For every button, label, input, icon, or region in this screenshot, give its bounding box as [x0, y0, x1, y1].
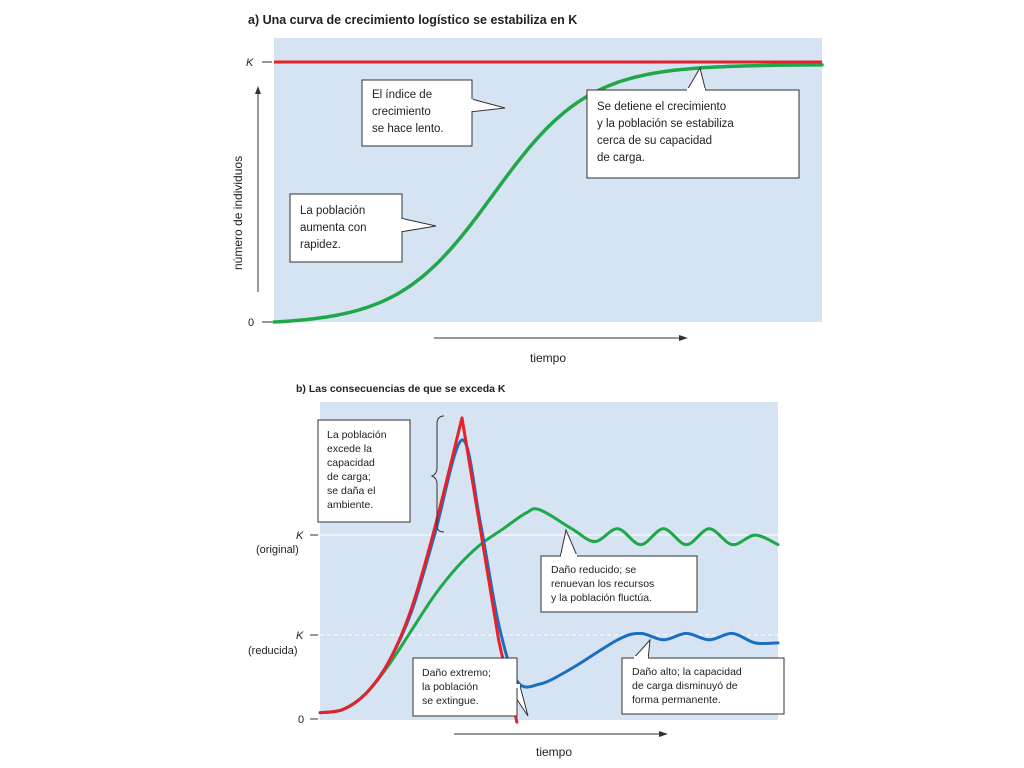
- annotation-pointer-mask: [508, 684, 520, 688]
- chart-b-ytick-k-reduced: K: [296, 630, 304, 642]
- chart-a-ylabel: número de individuos: [231, 156, 245, 270]
- annotation-line: La población: [300, 205, 365, 217]
- chart-a-ytick-0: 0: [248, 317, 254, 329]
- annotation-line: de carga.: [597, 152, 645, 164]
- chart-b-ytick-k-reduced-sub: (reducida): [248, 645, 298, 657]
- chart-b-x-arrowhead: [659, 731, 668, 737]
- annotation-line: forma permanente.: [632, 694, 721, 706]
- annotation-line: Daño extremo;: [422, 667, 491, 679]
- annotation-line: Daño alto; la capacidad: [632, 666, 742, 678]
- annotation-pointer-mask: [469, 99, 473, 111]
- annotation-line: aumenta con: [300, 222, 367, 234]
- annotation-line: renuevan los recursos: [551, 578, 654, 590]
- annotation-line: se extingue.: [422, 695, 479, 707]
- chart-b-ytick-k-original: K: [296, 530, 304, 542]
- annotation-line: y la población fluctúa.: [551, 592, 652, 604]
- annotation-extreme-damage: Daño extremo; la población se extingue.: [412, 657, 529, 717]
- series-logistic-line: [272, 63, 824, 324]
- annotation-stabilize: Se detiene el crecimiento y la población…: [586, 66, 800, 179]
- annotation-line: ambiente.: [327, 499, 373, 511]
- chart-b-title: b) Las consecuencias de que se exceda K: [296, 383, 506, 395]
- annotation-line: rapidez.: [300, 239, 341, 251]
- chart-b-xlabel: tiempo: [536, 745, 572, 759]
- annotation-line: La población: [327, 429, 387, 441]
- chart-a-title: a) Una curva de crecimiento logístico se…: [248, 13, 577, 27]
- annotation-line: de carga disminuyó de: [632, 680, 738, 692]
- annotation-line: crecimiento: [372, 106, 431, 118]
- series-reduced-line: [318, 507, 780, 715]
- annotation-line: cerca de su capacidad: [597, 135, 712, 147]
- annotation-reduced-damage: Daño reducido; se renuevan los recursos …: [540, 528, 698, 613]
- bracket: [430, 415, 445, 533]
- annotation-box: [586, 89, 800, 179]
- annotation-line: capacidad: [327, 457, 375, 469]
- annotation-box: [361, 79, 473, 147]
- annotation-line: El índice de: [372, 89, 432, 101]
- chart-a-y-arrowhead: [255, 86, 261, 94]
- chart-b-ytick-k-original-sub: (original): [256, 544, 299, 556]
- annotation-box: [621, 657, 785, 715]
- annotation-box: [540, 555, 698, 613]
- annotation-line: Daño reducido; se: [551, 564, 636, 576]
- annotation-line: y la población se estabiliza: [597, 118, 734, 130]
- annotation-line: se hace lento.: [372, 123, 444, 135]
- annotation-box: [412, 657, 518, 717]
- annotation-fast-growth: La población aumenta con rapidez.: [289, 193, 437, 263]
- chart-a-plot-area: [274, 38, 822, 322]
- annotation-pointer-mask: [687, 88, 705, 92]
- chart-b-ytick-0: 0: [298, 714, 304, 726]
- annotation-line: se daña el: [327, 485, 375, 497]
- annotation-line: de carga;: [327, 471, 371, 483]
- chart-a-ytick-k: K: [246, 57, 254, 69]
- annotation-high-damage: Daño alto; la capacidad de carga disminu…: [621, 638, 785, 715]
- annotation-box: [317, 419, 411, 523]
- annotation-pointer-mask: [634, 656, 648, 660]
- annotation-line: la población: [422, 681, 478, 693]
- annotation-pointer-mask: [398, 219, 404, 231]
- annotation-line: excede la: [327, 443, 372, 455]
- annotation-slowdown: El índice de crecimiento se hace lento.: [361, 79, 506, 147]
- series-extreme-line: [318, 416, 519, 724]
- annotation-line: Se detiene el crecimiento: [597, 101, 726, 113]
- chart-a-xlabel: tiempo: [530, 351, 566, 365]
- annotation-box: [289, 193, 403, 263]
- chart-a-x-arrowhead: [679, 335, 688, 341]
- annotation-pointer-mask: [561, 554, 577, 558]
- annotation-exceeds: La población excede la capacidad de carg…: [317, 419, 411, 523]
